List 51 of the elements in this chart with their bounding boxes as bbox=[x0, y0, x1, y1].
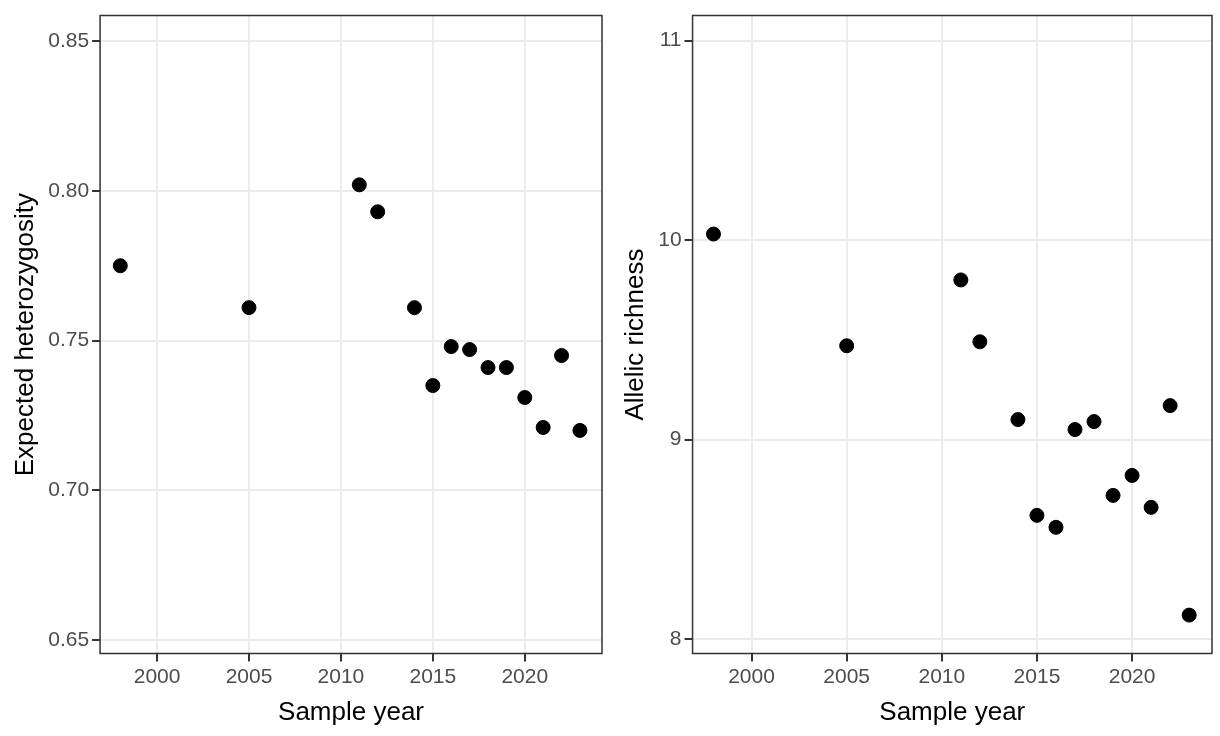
point bbox=[1086, 414, 1102, 430]
y-tick-label: 9 bbox=[669, 426, 682, 450]
point bbox=[1181, 607, 1197, 623]
point bbox=[406, 300, 422, 316]
x-tick-label: 2010 bbox=[317, 664, 365, 687]
x-tick-label: 2015 bbox=[409, 664, 457, 687]
y-tick-label: 8 bbox=[669, 625, 682, 649]
x-axis-title: Sample year bbox=[879, 695, 1026, 726]
point bbox=[351, 177, 367, 193]
point bbox=[498, 360, 514, 376]
x-tick-label: 2010 bbox=[918, 664, 966, 687]
point bbox=[480, 360, 496, 376]
x-tick-label: 2015 bbox=[1013, 664, 1061, 687]
point bbox=[517, 390, 533, 405]
y-tick-label: 10 bbox=[658, 226, 682, 250]
x-tick-label: 2005 bbox=[823, 664, 871, 687]
y-tick-label: 0.65 bbox=[48, 626, 90, 650]
x-tick-label: 2005 bbox=[225, 664, 273, 687]
point bbox=[112, 258, 128, 274]
point bbox=[535, 419, 551, 435]
point bbox=[370, 204, 386, 220]
y-tick-label: 0.80 bbox=[48, 177, 90, 201]
point bbox=[705, 226, 721, 242]
point bbox=[839, 338, 855, 354]
point bbox=[572, 422, 588, 438]
point bbox=[1162, 398, 1178, 414]
point bbox=[972, 334, 988, 350]
y-axis-title: Expected heterozygosity bbox=[8, 192, 39, 477]
point bbox=[241, 300, 257, 316]
x-tick-label: 2000 bbox=[728, 664, 775, 687]
point bbox=[554, 348, 570, 364]
point bbox=[953, 272, 969, 288]
point bbox=[443, 339, 459, 355]
x-axis-title: Sample year bbox=[278, 695, 425, 726]
y-tick-label: 0.75 bbox=[48, 327, 90, 351]
point bbox=[462, 342, 478, 358]
y-axis-title: Allelic richness bbox=[618, 248, 649, 421]
point bbox=[1029, 507, 1045, 523]
y-tick-label: 0.70 bbox=[48, 477, 90, 501]
point bbox=[1067, 422, 1083, 438]
point bbox=[1143, 499, 1159, 515]
point bbox=[425, 378, 441, 394]
x-tick-label: 2020 bbox=[1108, 664, 1156, 687]
point bbox=[1124, 467, 1140, 483]
point bbox=[1048, 519, 1064, 535]
x-tick-label: 2020 bbox=[501, 664, 549, 687]
point bbox=[1010, 412, 1026, 428]
x-tick-label: 2000 bbox=[133, 664, 181, 687]
y-tick-label: 11 bbox=[659, 27, 682, 51]
point bbox=[1105, 487, 1121, 503]
y-tick-label: 0.85 bbox=[48, 27, 90, 51]
